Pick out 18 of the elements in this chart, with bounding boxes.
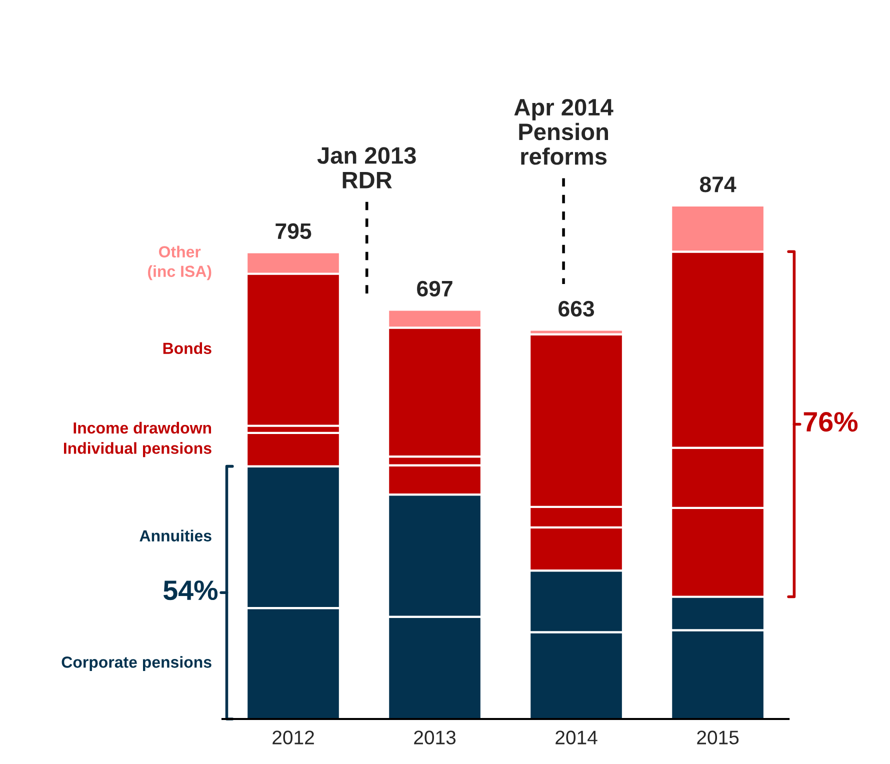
text: Bonds bbox=[163, 342, 212, 354]
x-tick-label: 2012 bbox=[272, 730, 314, 744]
text: Apr 2014 Pension reforms bbox=[514, 98, 614, 165]
annotation: 795 bbox=[276, 223, 312, 240]
x-tick-label: 2015 bbox=[697, 730, 739, 744]
x-tick-label: 2014 bbox=[556, 730, 598, 744]
text: 54% bbox=[164, 580, 218, 600]
text: Jan 2013 RDR bbox=[317, 147, 416, 188]
text: Annuities bbox=[140, 530, 212, 542]
text: 76% bbox=[804, 412, 858, 432]
text: Income drawdown bbox=[74, 422, 212, 434]
text: Individual pensions bbox=[64, 442, 212, 458]
text: Other (inc ISA) bbox=[148, 246, 212, 280]
text: Corporate pensions bbox=[62, 656, 212, 671]
annotation: 697 bbox=[417, 280, 452, 297]
annotation: 663 bbox=[558, 300, 594, 317]
x-tick-label: 2013 bbox=[414, 730, 456, 744]
annotation: 874 bbox=[700, 176, 736, 192]
